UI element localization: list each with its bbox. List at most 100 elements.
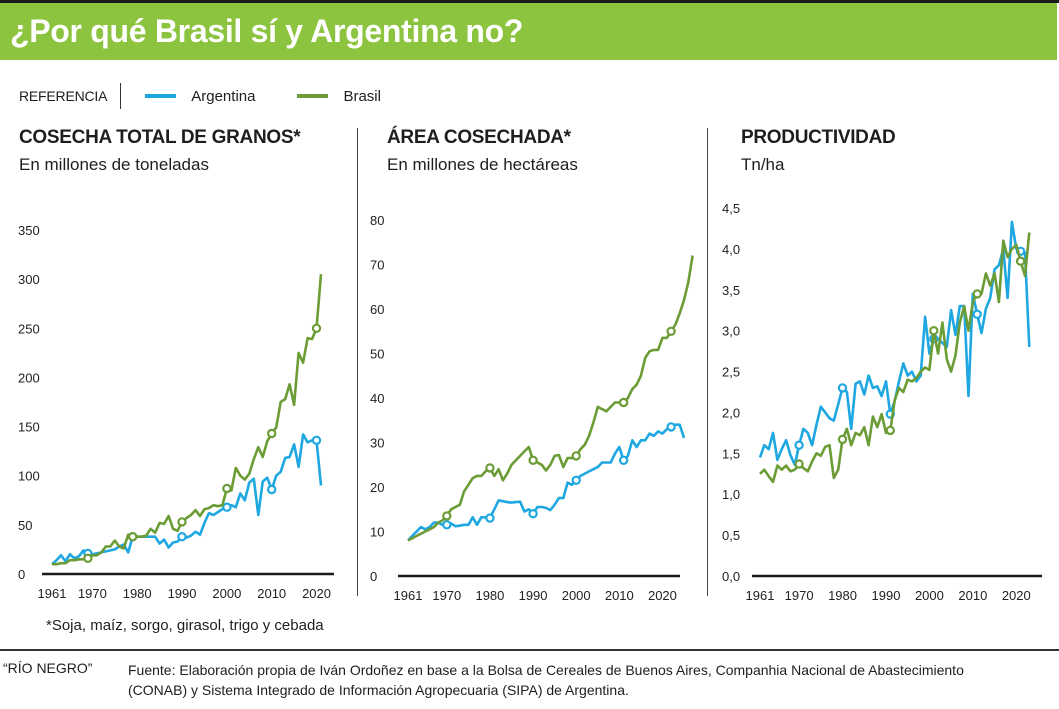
y-tick-label: 70: [370, 258, 384, 273]
y-tick-label: 10: [370, 525, 384, 540]
y-tick-label: 4,0: [722, 242, 740, 257]
x-tick-label: 2010: [257, 586, 286, 601]
y-tick-label: 2,5: [722, 365, 740, 380]
x-tick-label: 2000: [562, 588, 591, 603]
legend-swatch-brasil: [297, 94, 329, 98]
x-tick-label: 1970: [78, 586, 107, 601]
header-banner: ¿Por qué Brasil sí y Argentina no?: [0, 3, 1057, 60]
y-tick-label: 0: [370, 569, 377, 584]
data-marker-brasil: [972, 289, 982, 299]
chart-cosecha: 0 50 100 150 200 250 300 350 1961 1970 1980 1990 200…: [18, 223, 334, 601]
x-tick-label: 2000: [212, 586, 241, 601]
y-tick-label: 2,0: [722, 405, 740, 420]
series-line-argentina: [758, 220, 1031, 467]
x-tick-label: 1961: [394, 588, 423, 603]
data-marker-brasil: [442, 511, 452, 521]
panel-subtitle-productividad: Tn/ha: [741, 155, 785, 174]
footer-rule: [0, 649, 1059, 651]
y-tick-label: 100: [18, 469, 40, 484]
data-marker-argentina: [528, 509, 538, 519]
y-tick-label: 20: [370, 480, 384, 495]
legend: REFERENCIA Argentina Brasil: [19, 83, 423, 109]
data-marker-brasil: [485, 463, 495, 473]
panel-subtitle-area: En millones de hectáreas: [387, 155, 578, 174]
series-line-argentina: [407, 423, 686, 542]
top-rule: [0, 0, 1059, 3]
x-tick-label: 2020: [302, 586, 331, 601]
x-tick-label: 1961: [38, 586, 67, 601]
credit: “RÍO NEGRO”: [3, 660, 93, 676]
chart-productividad: 0,0 0,5 1,0 1,5 2,0 2,5 3,0 3,5 4,0 4,5 1961 1970 19…: [722, 201, 1042, 603]
footnote: *Soja, maíz, sorgo, girasol, trigo y ceb…: [46, 617, 324, 634]
data-marker-argentina: [972, 309, 982, 320]
legend-label: REFERENCIA: [19, 88, 108, 104]
data-marker-argentina: [618, 455, 629, 465]
x-tick-label: 1970: [432, 588, 461, 603]
data-marker-brasil: [929, 325, 939, 336]
y-tick-label: 3,5: [722, 283, 740, 298]
data-marker-argentina: [571, 475, 581, 485]
x-tick-label: 2010: [605, 588, 634, 603]
x-tick-label: 1990: [168, 586, 197, 601]
x-tick-label: 1990: [519, 588, 548, 603]
legend-swatch-argentina: [145, 94, 177, 98]
panel-divider: [357, 128, 358, 596]
x-tick-label: 1980: [475, 588, 504, 603]
y-tick-label: 1,5: [722, 446, 740, 461]
y-tick-label: 250: [18, 321, 40, 336]
x-tick-label: 1990: [872, 588, 901, 603]
data-marker-brasil: [222, 483, 232, 494]
legend-separator: [120, 83, 122, 109]
y-tick-label: 3,0: [722, 324, 740, 339]
data-marker-brasil: [885, 425, 895, 436]
data-marker-brasil: [311, 323, 322, 333]
y-tick-label: 200: [18, 370, 40, 385]
data-marker-argentina: [837, 383, 848, 393]
y-tick-label: 40: [370, 391, 384, 406]
data-marker-argentina: [794, 440, 804, 450]
y-tick-label: 350: [18, 223, 40, 238]
y-tick-label: 1,0: [722, 487, 740, 502]
data-marker-brasil: [618, 397, 629, 408]
panel-subtitle-cosecha: En millones de toneladas: [19, 155, 209, 174]
data-marker-argentina: [177, 532, 187, 542]
page-title: ¿Por qué Brasil sí y Argentina no?: [10, 13, 524, 49]
data-marker-brasil: [177, 517, 187, 527]
data-marker-brasil: [794, 459, 804, 469]
data-marker-argentina: [442, 520, 452, 530]
source-note: Fuente: Elaboración propia de Iván Ordoñ…: [128, 662, 964, 698]
data-marker-brasil: [267, 428, 277, 439]
y-tick-label: 0: [18, 567, 25, 582]
series-line-argentina: [51, 433, 323, 566]
data-marker-brasil: [127, 532, 138, 542]
data-marker-brasil: [666, 326, 676, 336]
panel-title-productividad: PRODUCTIVIDAD: [741, 127, 896, 148]
y-tick-label: 60: [370, 302, 384, 317]
data-marker-brasil: [528, 455, 538, 465]
y-tick-label: 4,5: [722, 201, 740, 216]
legend-item-argentina: Argentina: [191, 87, 256, 105]
panel-divider: [707, 128, 708, 596]
data-marker-brasil: [571, 451, 581, 461]
data-marker-brasil: [83, 553, 93, 563]
x-tick-label: 1980: [123, 586, 152, 601]
panel-title-cosecha: COSECHA TOTAL DE GRANOS*: [19, 127, 301, 148]
y-tick-label: 80: [370, 213, 384, 228]
x-tick-label: 1961: [746, 588, 775, 603]
y-tick-label: 300: [18, 272, 40, 287]
data-marker-brasil: [837, 434, 848, 445]
legend-item-brasil: Brasil: [343, 87, 381, 105]
x-tick-label: 1970: [785, 588, 814, 603]
y-tick-label: 0,0: [722, 569, 740, 584]
series-line-brasil: [52, 274, 323, 566]
panel-title-area: ÁREA COSECHADA*: [387, 127, 571, 148]
data-marker-argentina: [485, 513, 495, 523]
data-marker-argentina: [311, 435, 322, 445]
x-tick-label: 2020: [648, 588, 677, 603]
x-tick-label: 2010: [958, 588, 987, 603]
y-tick-label: 50: [18, 518, 32, 533]
y-tick-label: 30: [370, 436, 384, 451]
y-tick-label: 150: [18, 420, 40, 435]
x-tick-label: 2000: [915, 588, 944, 603]
series-line-brasil: [407, 255, 694, 542]
